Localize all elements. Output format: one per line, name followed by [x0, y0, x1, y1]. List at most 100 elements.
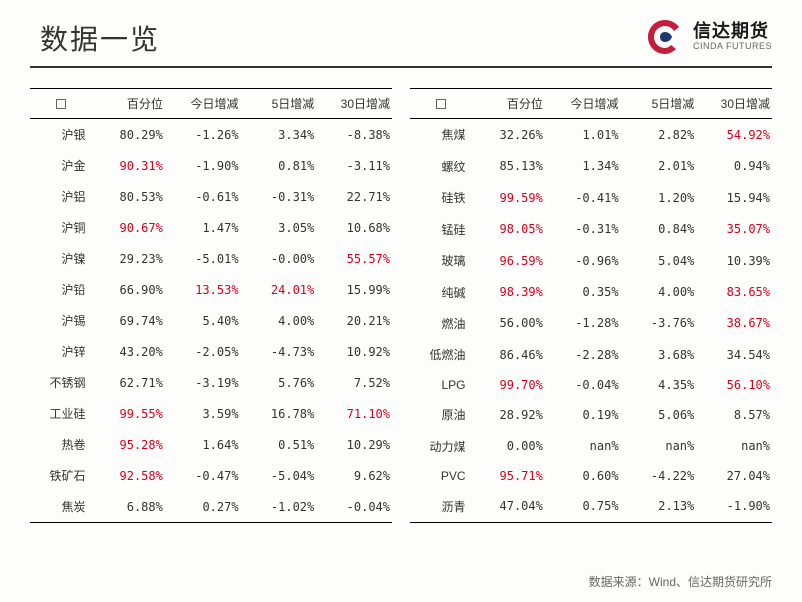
cell-name: 沪铅	[30, 274, 92, 305]
cell-30day: 8.57%	[696, 399, 772, 430]
cell-30day: 38.67%	[696, 308, 772, 339]
cell-30day: 35.07%	[696, 213, 772, 244]
cell-30day: 0.94%	[696, 150, 772, 181]
table-row: 玻璃96.59%-0.96%5.04%10.39%	[410, 245, 772, 276]
cell-percentile: 99.70%	[472, 371, 545, 399]
cell-5day: 0.81%	[241, 150, 317, 181]
data-table-right: 百分位 今日增减 5日增减 30日增减 焦煤32.26%1.01%2.82%54…	[410, 88, 772, 523]
cell-5day: 5.06%	[621, 399, 697, 430]
cell-5day: 24.01%	[241, 274, 317, 305]
cell-name: 焦炭	[30, 491, 92, 523]
cell-30day: 20.21%	[316, 305, 392, 336]
page-title: 数据一览	[40, 18, 160, 58]
cell-today: 1.64%	[165, 429, 241, 460]
checkbox-icon[interactable]	[436, 99, 446, 109]
table-row: 热卷95.28%1.64%0.51%10.29%	[30, 429, 392, 460]
table-row: 纯碱98.39%0.35%4.00%83.65%	[410, 276, 772, 307]
cell-5day: nan%	[621, 431, 697, 462]
cell-5day: -0.31%	[241, 181, 317, 212]
checkbox-icon[interactable]	[56, 99, 66, 109]
cell-name: 原油	[410, 399, 472, 430]
cell-5day: -4.73%	[241, 336, 317, 367]
cell-today: -0.96%	[545, 245, 621, 276]
cell-5day: 0.51%	[241, 429, 317, 460]
cell-today: -2.05%	[165, 336, 241, 367]
cell-30day: -0.04%	[316, 491, 392, 523]
table-row: 燃油56.00%-1.28%-3.76%38.67%	[410, 308, 772, 339]
cell-30day: 9.62%	[316, 460, 392, 491]
cell-30day: nan%	[696, 431, 772, 462]
cell-30day: -1.90%	[696, 490, 772, 522]
table-row: 沪锌43.20%-2.05%-4.73%10.92%	[30, 336, 392, 367]
cell-30day: 15.99%	[316, 274, 392, 305]
cell-percentile: 80.53%	[92, 181, 165, 212]
cell-30day: 10.29%	[316, 429, 392, 460]
cell-5day: -1.02%	[241, 491, 317, 523]
cell-name: LPG	[410, 371, 472, 399]
table-row: LPG99.70%-0.04%4.35%56.10%	[410, 371, 772, 399]
cell-percentile: 69.74%	[92, 305, 165, 336]
table-row: 铁矿石92.58%-0.47%-5.04%9.62%	[30, 460, 392, 491]
table-row: 焦炭6.88%0.27%-1.02%-0.04%	[30, 491, 392, 523]
cell-today: -0.04%	[545, 371, 621, 399]
cell-30day: 10.92%	[316, 336, 392, 367]
cell-percentile: 32.26%	[472, 119, 545, 151]
cell-name: 锰硅	[410, 213, 472, 244]
cell-30day: 55.57%	[316, 243, 392, 274]
cell-name: 纯碱	[410, 276, 472, 307]
cell-percentile: 90.67%	[92, 212, 165, 243]
cell-name: 沪金	[30, 150, 92, 181]
cell-percentile: 95.28%	[92, 429, 165, 460]
cell-30day: 71.10%	[316, 398, 392, 429]
cell-5day: -5.04%	[241, 460, 317, 491]
logo-text-cn: 信达期货	[693, 22, 772, 42]
table-row: 沪银80.29%-1.26%3.34%-8.38%	[30, 119, 392, 151]
cell-percentile: 43.20%	[92, 336, 165, 367]
col-30day: 30日增减	[316, 89, 392, 119]
cell-today: 0.19%	[545, 399, 621, 430]
cell-today: 1.47%	[165, 212, 241, 243]
cell-name: 硅铁	[410, 182, 472, 213]
col-name	[410, 89, 472, 119]
cell-30day: 34.54%	[696, 339, 772, 370]
cell-30day: 7.52%	[316, 367, 392, 398]
table-row: 硅铁99.59%-0.41%1.20%15.94%	[410, 182, 772, 213]
cell-5day: 5.04%	[621, 245, 697, 276]
cell-percentile: 0.00%	[472, 431, 545, 462]
cell-30day: -3.11%	[316, 150, 392, 181]
cell-name: 低燃油	[410, 339, 472, 370]
cell-30day: -8.38%	[316, 119, 392, 151]
table-header-row: 百分位 今日增减 5日增减 30日增减	[410, 89, 772, 119]
cell-today: 0.27%	[165, 491, 241, 523]
data-source: 数据来源：Wind、信达期货研究所	[589, 573, 772, 590]
table-row: 沪铅66.90%13.53%24.01%15.99%	[30, 274, 392, 305]
cell-today: 1.34%	[545, 150, 621, 181]
cell-30day: 27.04%	[696, 462, 772, 490]
cell-percentile: 86.46%	[472, 339, 545, 370]
cinda-logo-icon	[645, 18, 685, 56]
cell-today: 0.35%	[545, 276, 621, 307]
cell-5day: 0.84%	[621, 213, 697, 244]
table-row: 焦煤32.26%1.01%2.82%54.92%	[410, 119, 772, 151]
col-today: 今日增减	[165, 89, 241, 119]
cell-percentile: 96.59%	[472, 245, 545, 276]
cell-name: 玻璃	[410, 245, 472, 276]
cell-today: -3.19%	[165, 367, 241, 398]
cell-today: -1.90%	[165, 150, 241, 181]
cell-5day: -4.22%	[621, 462, 697, 490]
cell-name: 不锈钢	[30, 367, 92, 398]
cell-today: -1.26%	[165, 119, 241, 151]
logo-text-en: CINDA FUTURES	[693, 42, 772, 52]
cell-name: 螺纹	[410, 150, 472, 181]
cell-today: 1.01%	[545, 119, 621, 151]
table-row: 沪锡69.74%5.40%4.00%20.21%	[30, 305, 392, 336]
cell-name: 热卷	[30, 429, 92, 460]
brand-logo: 信达期货 CINDA FUTURES	[645, 18, 772, 56]
cell-today: -2.28%	[545, 339, 621, 370]
cell-percentile: 90.31%	[92, 150, 165, 181]
cell-percentile: 99.55%	[92, 398, 165, 429]
cell-percentile: 98.39%	[472, 276, 545, 307]
table-row: 沥青47.04%0.75%2.13%-1.90%	[410, 490, 772, 522]
table-row: 沪金90.31%-1.90%0.81%-3.11%	[30, 150, 392, 181]
cell-5day: 2.01%	[621, 150, 697, 181]
